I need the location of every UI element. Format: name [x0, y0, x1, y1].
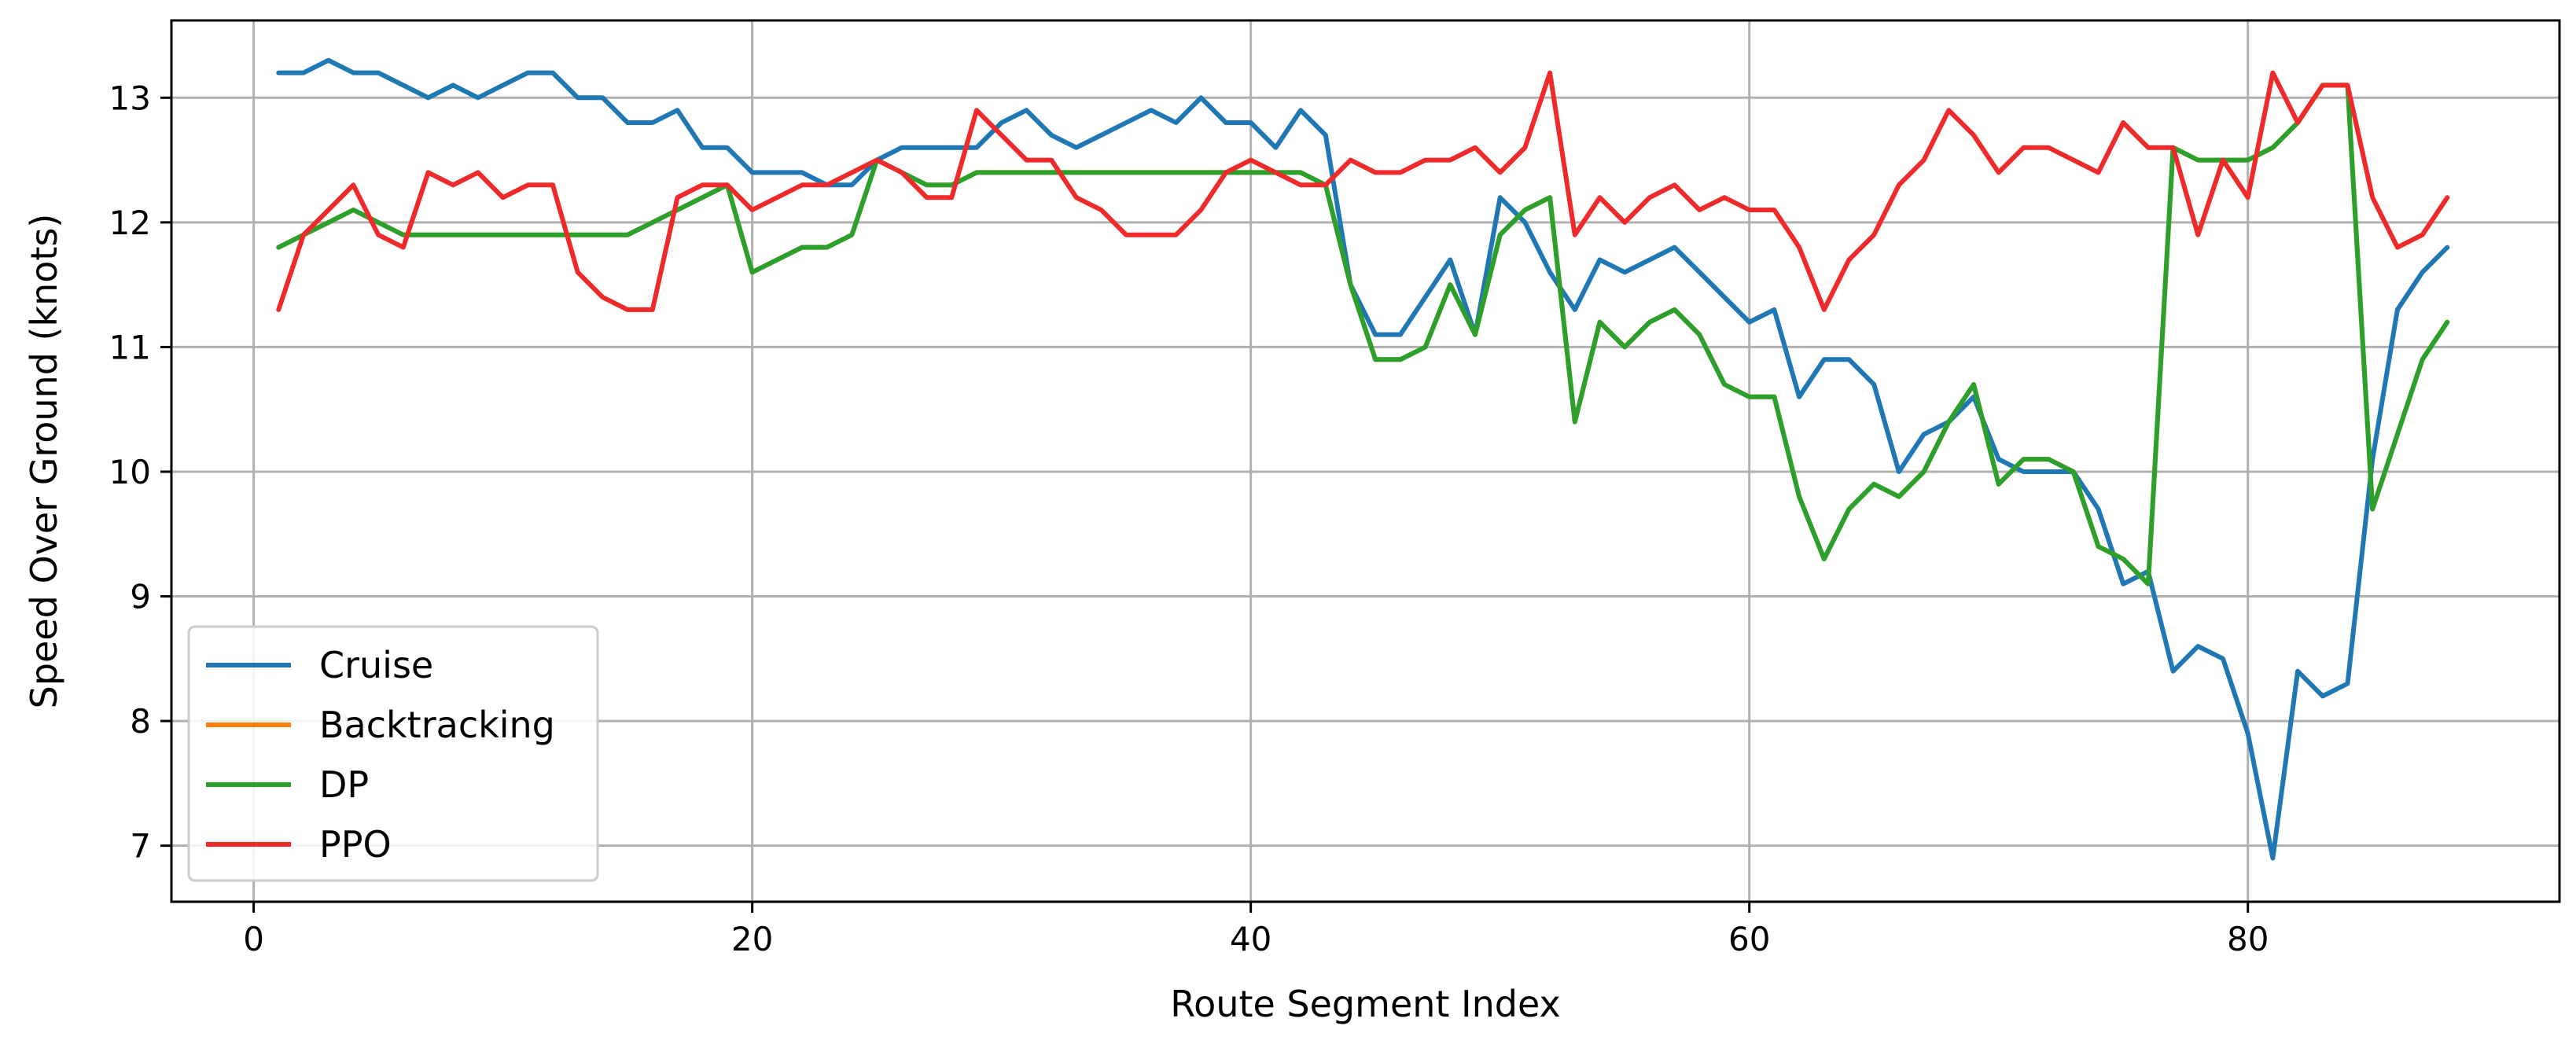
y-tick-label: 9: [130, 578, 151, 616]
y-tick-label: 12: [109, 204, 151, 242]
series-line-cruise: [276, 57, 2450, 861]
axis-ticks: 0 20 40 60 80 7 8 9 10 11 12 13: [109, 79, 2269, 958]
series-layer: [276, 57, 2450, 861]
y-tick-label: 10: [109, 453, 151, 491]
legend-label-dp: DP: [319, 763, 369, 806]
legend-label-backtracking: Backtracking: [319, 704, 555, 746]
x-tick-label: 40: [1230, 920, 1271, 958]
y-tick-label: 7: [130, 827, 151, 866]
x-tick-label: 60: [1728, 920, 1770, 958]
legend: Cruise Backtracking DP PPO: [187, 625, 599, 882]
x-tick-label: 80: [2227, 920, 2269, 958]
legend-label-cruise: Cruise: [319, 644, 433, 686]
x-axis-label: Route Segment Index: [1170, 983, 1560, 1025]
y-axis-label: Speed Over Ground (knots): [23, 214, 65, 709]
legend-label-ppo: PPO: [319, 823, 392, 866]
x-tick-label: 20: [731, 920, 773, 958]
series-line-dp: [276, 83, 2450, 587]
x-tick-label: 0: [243, 920, 264, 958]
y-tick-label: 8: [130, 702, 151, 741]
y-tick-label: 11: [109, 328, 151, 366]
legend-box: [187, 625, 599, 882]
plot-frame: [170, 19, 2561, 903]
y-tick-label: 13: [109, 79, 151, 117]
series-line-ppo: [276, 70, 2450, 312]
